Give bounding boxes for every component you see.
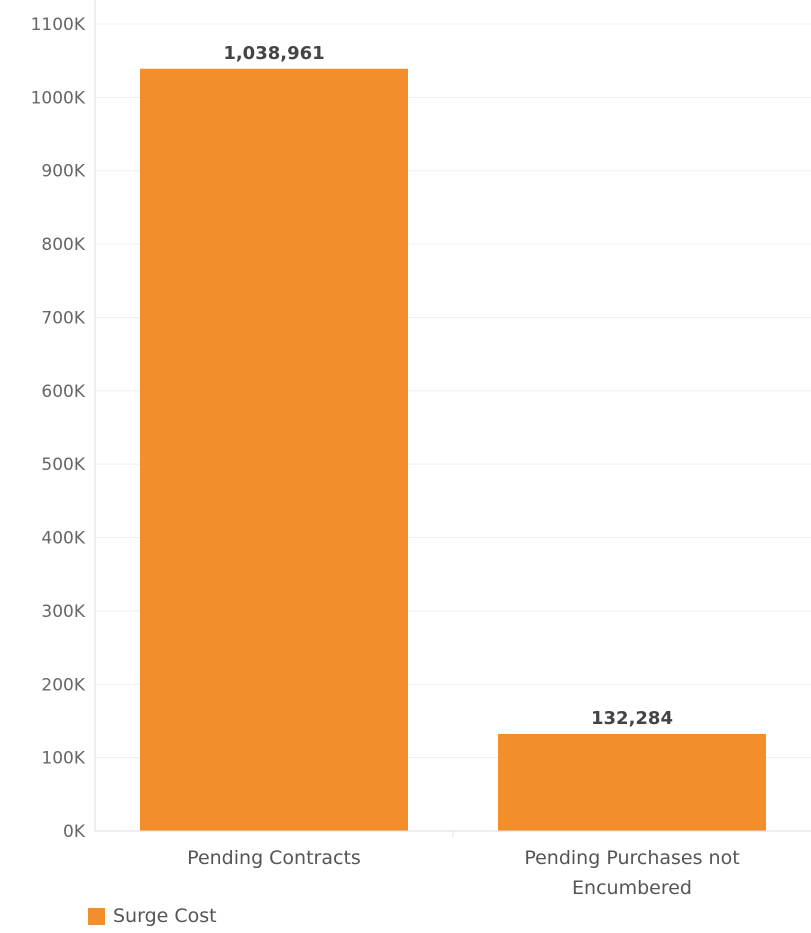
bars [140, 68, 766, 831]
y-tick-label: 200K [41, 675, 85, 695]
y-tick-label: 800K [41, 235, 85, 255]
data-label: 1,038,961 [223, 43, 324, 64]
y-tick-label: 1100K [31, 15, 86, 35]
y-tick-label: 500K [41, 455, 85, 475]
legend: Surge Cost [88, 905, 217, 927]
legend-swatch [88, 907, 105, 925]
legend-label: Surge Cost [113, 905, 217, 927]
x-category-label: Pending Contracts [187, 847, 361, 869]
bar[interactable] [140, 68, 408, 831]
bar[interactable] [498, 733, 766, 831]
y-tick-label: 700K [41, 308, 85, 328]
x-category-label: Pending Purchases not [524, 847, 739, 869]
y-axis: 0K 100K 200K 300K 400K 500K 600K 700K 800K 900K 10… [31, 0, 96, 842]
y-tick-label: 400K [41, 529, 85, 549]
x-axis: Pending Contracts Pending Purchases not En… [95, 830, 811, 899]
y-tick-label: 1000K [31, 88, 86, 108]
x-category-label: Encumbered [572, 877, 692, 899]
y-tick-label: 0K [63, 822, 86, 842]
y-tick-label: 300K [41, 602, 85, 622]
data-label: 132,284 [591, 708, 673, 729]
y-tick-label: 100K [41, 749, 85, 769]
y-tick-label: 600K [41, 382, 85, 402]
data-labels: 1,038,961 132,284 [223, 43, 673, 729]
y-tick-label: 900K [41, 162, 85, 182]
